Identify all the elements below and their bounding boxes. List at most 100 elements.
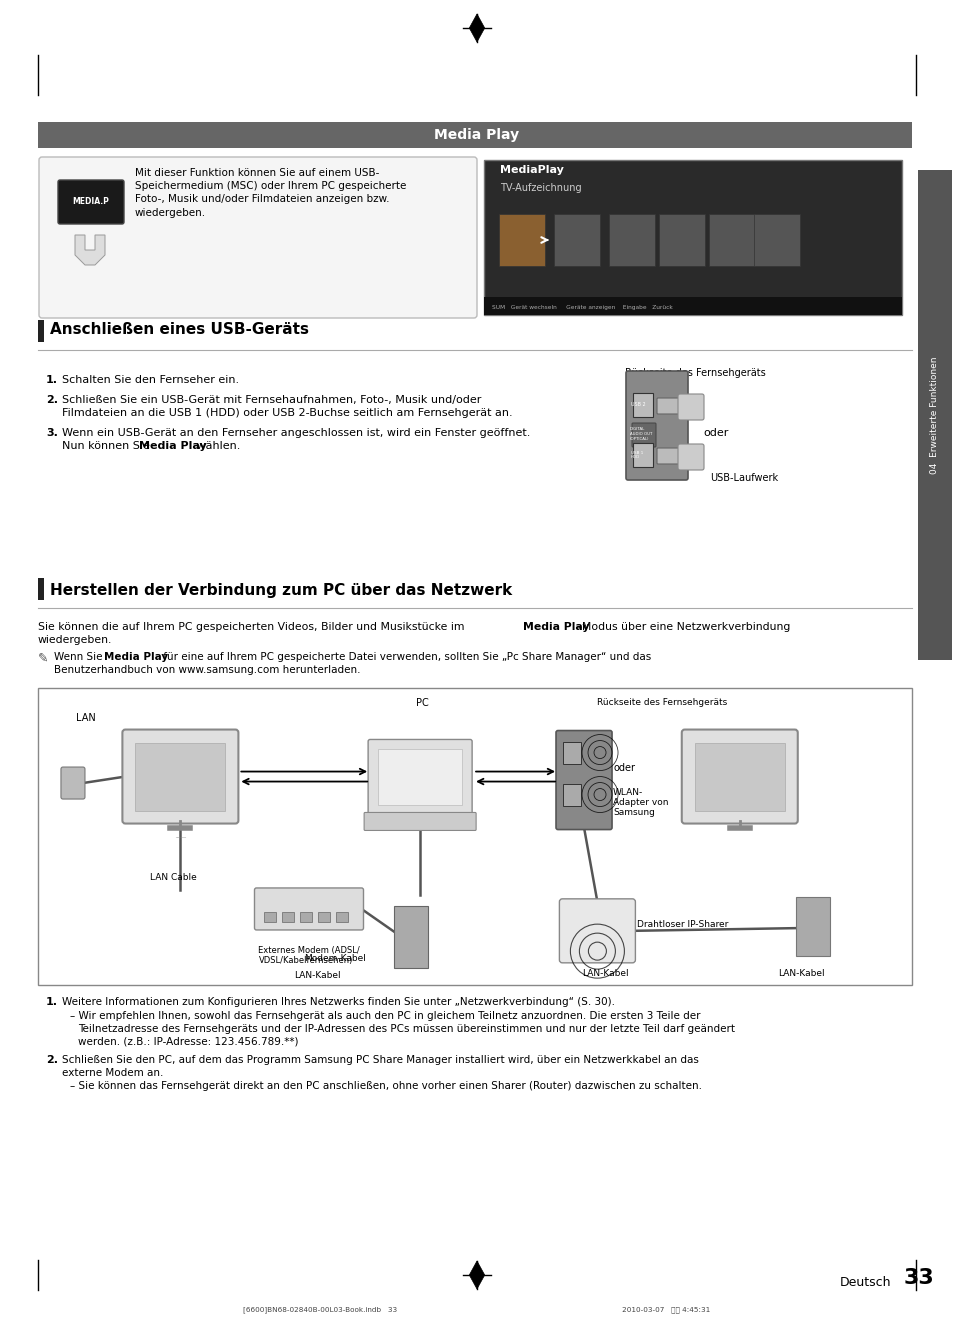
Text: Anschließen eines USB-Geräts: Anschließen eines USB-Geräts	[50, 322, 309, 337]
Text: SUM   Gerät wechseln     Geräte anzeigen    Eingabe   Zurück: SUM Gerät wechseln Geräte anzeigen Einga…	[492, 305, 672, 309]
Text: Deutsch: Deutsch	[840, 1276, 890, 1289]
Text: wiedergeben.: wiedergeben.	[38, 635, 112, 645]
FancyBboxPatch shape	[917, 170, 951, 660]
FancyBboxPatch shape	[364, 812, 476, 831]
FancyBboxPatch shape	[38, 688, 911, 985]
Text: für eine auf Ihrem PC gespeicherte Datei verwenden, sollten Sie „Pc Share Manage: für eine auf Ihrem PC gespeicherte Datei…	[160, 653, 651, 662]
FancyBboxPatch shape	[61, 768, 85, 799]
Text: Filmdateien an die USB 1 (HDD) oder USB 2-Buchse seitlich am Fernsehgerät an.: Filmdateien an die USB 1 (HDD) oder USB …	[62, 408, 512, 417]
FancyBboxPatch shape	[38, 320, 44, 342]
FancyBboxPatch shape	[562, 741, 580, 764]
FancyBboxPatch shape	[39, 157, 476, 318]
Text: WLAN-
Adapter von
Samsung: WLAN- Adapter von Samsung	[613, 787, 668, 818]
FancyBboxPatch shape	[633, 443, 652, 468]
Text: USB 1
HDD: USB 1 HDD	[630, 450, 642, 460]
FancyBboxPatch shape	[708, 214, 754, 266]
Text: Drahtloser IP-Sharer: Drahtloser IP-Sharer	[637, 919, 728, 929]
FancyBboxPatch shape	[336, 911, 348, 922]
FancyBboxPatch shape	[608, 214, 655, 266]
Text: Schalten Sie den Fernseher ein.: Schalten Sie den Fernseher ein.	[62, 375, 239, 384]
FancyBboxPatch shape	[38, 579, 44, 600]
Text: Benutzerhandbuch von www.samsung.com herunterladen.: Benutzerhandbuch von www.samsung.com her…	[54, 664, 360, 675]
FancyBboxPatch shape	[657, 398, 680, 413]
Text: Sie können die auf Ihrem PC gespeicherten Videos, Bilder und Musikstücke im: Sie können die auf Ihrem PC gespeicherte…	[38, 622, 468, 631]
Text: Media Play: Media Play	[139, 441, 207, 450]
FancyBboxPatch shape	[300, 911, 313, 922]
FancyBboxPatch shape	[254, 888, 363, 930]
FancyBboxPatch shape	[318, 911, 330, 922]
Text: Media Play: Media Play	[104, 653, 168, 662]
FancyBboxPatch shape	[556, 731, 612, 830]
Text: oder: oder	[702, 428, 727, 439]
Polygon shape	[75, 235, 105, 266]
Text: MediaPlay: MediaPlay	[499, 165, 563, 174]
Text: LAN-Kabel: LAN-Kabel	[581, 968, 628, 978]
Text: Herstellen der Verbindung zum PC über das Netzwerk: Herstellen der Verbindung zum PC über da…	[50, 583, 512, 597]
FancyBboxPatch shape	[562, 783, 580, 806]
Text: Teilnetzadresse des Fernsehgeräts und der IP-Adressen des PCs müssen übereinstim: Teilnetzadresse des Fernsehgeräts und de…	[78, 1024, 734, 1034]
Text: [6600]BN68-02840B-00L03-Book.indb   33                                          : [6600]BN68-02840B-00L03-Book.indb 33	[243, 1306, 710, 1313]
Polygon shape	[469, 1262, 484, 1289]
Text: Externes Modem (ADSL/
VDSL/Kabelfernsehen): Externes Modem (ADSL/ VDSL/Kabelfernsehe…	[258, 946, 360, 966]
FancyBboxPatch shape	[38, 122, 911, 148]
Text: Mit dieser Funktion können Sie auf einem USB-
Speichermedium (MSC) oder Ihrem PC: Mit dieser Funktion können Sie auf einem…	[135, 168, 406, 218]
FancyBboxPatch shape	[483, 297, 901, 314]
FancyBboxPatch shape	[659, 214, 704, 266]
FancyBboxPatch shape	[657, 448, 680, 464]
FancyBboxPatch shape	[753, 214, 800, 266]
Text: PC: PC	[416, 697, 429, 708]
Text: Schließen Sie ein USB-Gerät mit Fernsehaufnahmen, Foto-, Musik und/oder: Schließen Sie ein USB-Gerät mit Fernseha…	[62, 395, 481, 406]
Text: – Wir empfehlen Ihnen, sowohl das Fernsehgerät als auch den PC in gleichem Teiln: – Wir empfehlen Ihnen, sowohl das Fernse…	[70, 1011, 700, 1021]
Text: DIGITAL
AUDIO OUT
(OPTICAL): DIGITAL AUDIO OUT (OPTICAL)	[629, 428, 652, 441]
Text: 33: 33	[903, 1268, 934, 1288]
FancyBboxPatch shape	[368, 740, 472, 815]
Text: ____: ____	[174, 832, 186, 838]
Text: Wenn Sie: Wenn Sie	[54, 653, 106, 662]
Text: 2.: 2.	[46, 1055, 58, 1065]
FancyBboxPatch shape	[282, 911, 294, 922]
Text: 1.: 1.	[46, 997, 58, 1007]
Text: Media Play: Media Play	[434, 128, 519, 141]
Text: USB-Laufwerk: USB-Laufwerk	[709, 473, 778, 483]
FancyBboxPatch shape	[554, 214, 599, 266]
FancyBboxPatch shape	[377, 749, 461, 806]
Text: LAN-Kabel: LAN-Kabel	[778, 968, 824, 978]
Text: Schließen Sie den PC, auf dem das Programm Samsung PC Share Manager installiert : Schließen Sie den PC, auf dem das Progra…	[62, 1055, 699, 1065]
FancyBboxPatch shape	[681, 729, 797, 823]
FancyBboxPatch shape	[558, 898, 635, 963]
FancyBboxPatch shape	[796, 897, 829, 956]
Text: -Modus über eine Netzwerkverbindung: -Modus über eine Netzwerkverbindung	[578, 622, 789, 631]
Text: LAN: LAN	[76, 713, 96, 723]
Text: USB 2: USB 2	[630, 403, 645, 407]
FancyBboxPatch shape	[135, 742, 225, 811]
Text: externe Modem an.: externe Modem an.	[62, 1067, 163, 1078]
Text: wählen.: wählen.	[193, 441, 240, 450]
Text: ✎: ✎	[38, 653, 49, 664]
Text: 1.: 1.	[46, 375, 58, 384]
FancyBboxPatch shape	[394, 906, 428, 968]
Text: Wenn ein USB-Gerät an den Fernseher angeschlossen ist, wird ein Fenster geöffnet: Wenn ein USB-Gerät an den Fernseher ange…	[62, 428, 530, 439]
FancyBboxPatch shape	[633, 394, 652, 417]
Text: – Sie können das Fernsehgerät direkt an den PC anschließen, ohne vorher einen Sh: – Sie können das Fernsehgerät direkt an …	[70, 1081, 701, 1091]
Text: Nun können Sie: Nun können Sie	[62, 441, 153, 450]
Text: 3.: 3.	[46, 428, 58, 439]
Text: werden. (z.B.: IP-Adresse: 123.456.789.**): werden. (z.B.: IP-Adresse: 123.456.789.*…	[78, 1037, 298, 1048]
FancyBboxPatch shape	[694, 742, 784, 811]
FancyBboxPatch shape	[122, 729, 238, 823]
FancyBboxPatch shape	[625, 371, 687, 480]
FancyBboxPatch shape	[631, 423, 656, 446]
Text: Media Play: Media Play	[522, 622, 589, 631]
Text: 2.: 2.	[46, 395, 58, 406]
Text: oder: oder	[613, 762, 635, 773]
Text: LAN Cable: LAN Cable	[151, 873, 197, 882]
Text: LAN-Kabel: LAN-Kabel	[294, 971, 340, 980]
Text: Modem-Kabel: Modem-Kabel	[304, 954, 366, 963]
FancyBboxPatch shape	[678, 444, 703, 470]
Text: MEDIA.P: MEDIA.P	[72, 198, 110, 206]
Text: Rückseite des Fernsehgeräts: Rückseite des Fernsehgeräts	[597, 699, 727, 707]
Text: Weitere Informationen zum Konfigurieren Ihres Netzwerks finden Sie unter „Netzwe: Weitere Informationen zum Konfigurieren …	[62, 997, 615, 1007]
Polygon shape	[469, 15, 484, 42]
Text: 04  Erweiterte Funktionen: 04 Erweiterte Funktionen	[929, 357, 939, 474]
Text: TV-Aufzeichnung: TV-Aufzeichnung	[499, 184, 581, 193]
FancyBboxPatch shape	[678, 394, 703, 420]
